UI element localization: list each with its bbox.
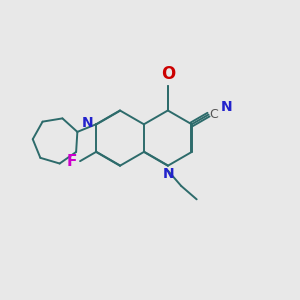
Text: C: C: [210, 108, 218, 121]
Text: O: O: [161, 65, 175, 83]
Text: N: N: [221, 100, 233, 114]
Text: N: N: [81, 116, 93, 130]
Text: F: F: [67, 154, 77, 169]
Text: N: N: [163, 167, 174, 181]
